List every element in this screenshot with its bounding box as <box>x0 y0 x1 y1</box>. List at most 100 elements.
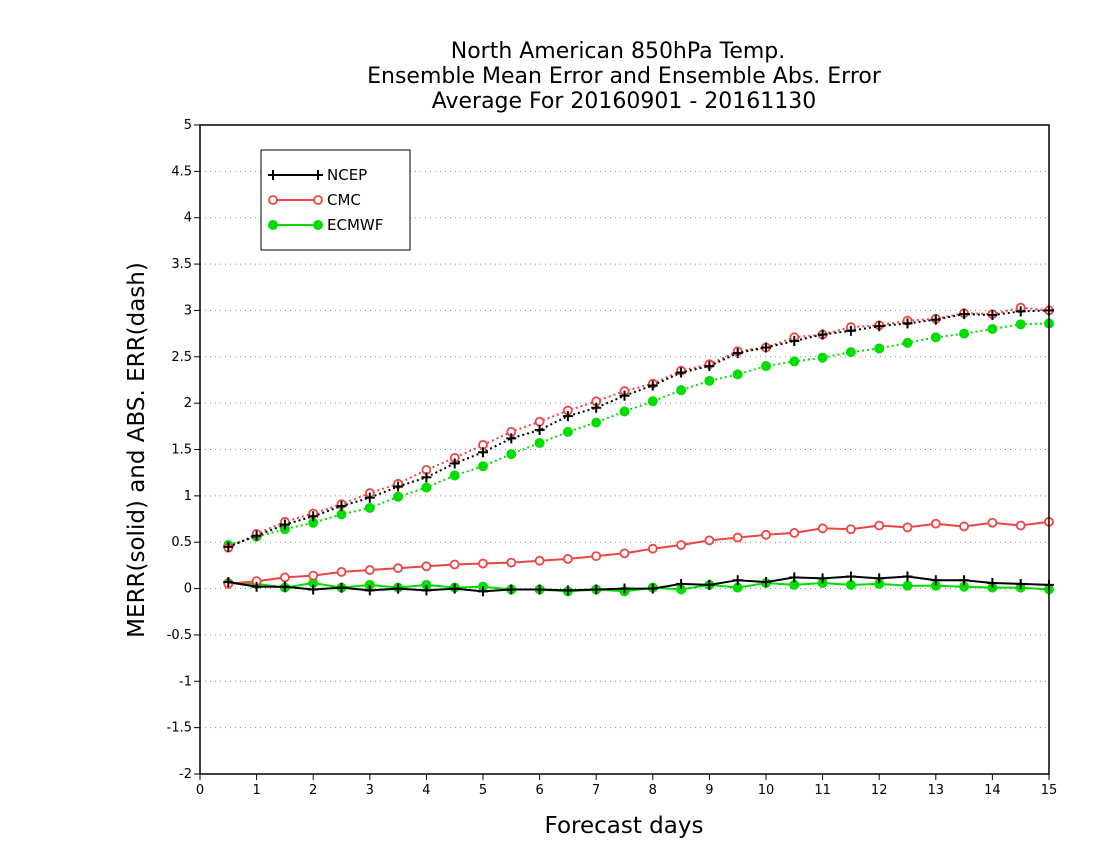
cmc-merr-point <box>563 554 573 564</box>
x-tick-label: 13 <box>928 783 945 798</box>
y-tick-label: 3.5 <box>171 257 192 272</box>
ncep-abs-err-point <box>789 336 800 347</box>
ncep-merr-point <box>676 578 687 589</box>
x-tick-label: 11 <box>814 783 831 798</box>
ncep-merr-point <box>619 583 630 594</box>
x-tick-label: 9 <box>705 783 713 798</box>
ncep-abs-err-point <box>845 325 856 336</box>
y-tick-label: 0 <box>184 582 192 597</box>
cmc-merr-point <box>761 529 771 540</box>
y-tick-label: 4 <box>184 211 192 226</box>
ncep-merr-point <box>874 573 885 584</box>
ncep-abs-err-point <box>506 433 517 444</box>
ncep-merr-line <box>228 575 1050 593</box>
legend: NCEP CMC ECMWF <box>260 149 411 251</box>
y-tick-label: 2.5 <box>171 350 192 365</box>
x-tick-label: 7 <box>592 783 600 798</box>
legend-ecmwf-marker <box>313 220 323 230</box>
ecmwf-merr-line <box>228 581 1050 593</box>
title-line-2: Ensemble Mean Error and Ensemble Abs. Er… <box>367 64 882 89</box>
ncep-merr-point <box>336 582 347 593</box>
cmc-merr-point <box>449 559 460 570</box>
y-tick-label: -1 <box>179 674 192 689</box>
ecmwf-abs-err-point <box>930 332 941 343</box>
ncep-merr-point <box>959 575 970 586</box>
y-tick-label: -1.5 <box>167 721 192 736</box>
x-tick-label: 12 <box>871 783 888 798</box>
ncep-abs-err-point <box>704 361 715 372</box>
x-axis-label: Forecast days <box>545 813 704 839</box>
y-axis-label: MERR(solid) and ABS. ERR(dash) <box>124 262 150 638</box>
y-tick-label: 1 <box>184 489 192 504</box>
cmc-merr-point <box>732 532 743 543</box>
ecmwf-merr-point <box>845 579 856 590</box>
ecmwf-abs-err-point <box>874 343 885 354</box>
legend-cmc-label: CMC <box>327 191 361 209</box>
ncep-abs-err-point <box>959 309 970 320</box>
cmc-merr-point <box>647 543 658 554</box>
ncep-merr-point <box>251 581 262 592</box>
ncep-abs-err-point <box>874 321 885 332</box>
ncep-merr-point <box>902 571 913 582</box>
ecmwf-abs-err-point <box>1015 319 1026 330</box>
ncep-abs-err-point <box>308 511 319 522</box>
ncep-merr-point <box>393 583 404 594</box>
cmc-merr-point <box>534 555 545 566</box>
ncep-merr-point <box>478 586 488 597</box>
ncep-abs-err-point <box>761 342 771 353</box>
y-tick-label: 2 <box>184 396 192 411</box>
x-tick-label: 2 <box>309 783 317 798</box>
ecmwf-abs-err-point <box>534 438 545 449</box>
cmc-merr-point <box>591 551 602 562</box>
cmc-abs-err-line <box>227 306 1050 549</box>
y-tick-label: 3 <box>184 303 192 318</box>
x-tick-label: 3 <box>366 783 374 798</box>
cmc-merr-point <box>676 540 686 550</box>
y-tick-label: 4.5 <box>171 164 192 179</box>
cmc-merr-point <box>704 535 715 546</box>
ncep-abs-err-line <box>227 309 1050 548</box>
legend-ecmwf-marker <box>268 220 278 230</box>
cmc-merr-point <box>478 558 488 569</box>
ncep-abs-err-point <box>902 318 913 329</box>
ncep-abs-err-point <box>364 492 375 503</box>
legend-cmc-marker <box>313 195 323 205</box>
ncep-merr-point <box>732 575 743 586</box>
ncep-merr-point <box>279 581 290 592</box>
ncep-abs-err-point <box>619 390 630 401</box>
cmc-merr-point <box>308 570 319 581</box>
x-tick-label: 1 <box>252 783 260 798</box>
cmc-merr-point <box>506 557 517 568</box>
y-tick-label: 1.5 <box>171 443 192 458</box>
ecmwf-abs-err-point <box>336 509 347 520</box>
chart-title: North American 850hPa Temp. Ensemble Mea… <box>367 39 882 114</box>
ncep-abs-err-point <box>647 380 658 391</box>
ecmwf-merr-point <box>902 580 913 591</box>
ncep-merr-point <box>308 584 319 595</box>
title-line-1: North American 850hPa Temp. <box>451 39 786 64</box>
cmc-merr-point <box>1015 520 1026 531</box>
ecmwf-abs-err-point <box>987 323 998 334</box>
ecmwf-abs-err-point <box>959 328 970 339</box>
ecmwf-abs-err-point <box>506 449 517 460</box>
ncep-abs-err-point <box>393 481 404 492</box>
cmc-merr-point <box>874 520 885 531</box>
cmc-merr-point <box>619 548 630 559</box>
cmc-merr-point <box>930 518 941 529</box>
x-tick-label: 6 <box>535 783 543 798</box>
ncep-merr-point <box>223 577 234 588</box>
x-tick-label: 15 <box>1041 783 1058 798</box>
legend-ecmwf-label: ECMWF <box>327 216 383 234</box>
legend-ncep-label: NCEP <box>327 166 367 184</box>
ncep-abs-err-point <box>987 310 998 321</box>
gridlines <box>200 170 1049 729</box>
y-tick-label: -0.5 <box>167 628 192 643</box>
ecmwf-abs-err-point <box>761 361 771 372</box>
ncep-merr-point <box>845 571 856 582</box>
series-layer <box>223 302 1054 597</box>
ncep-abs-err-point <box>223 541 234 552</box>
ecmwf-abs-err-point <box>619 406 630 417</box>
ncep-abs-err-point <box>676 367 687 378</box>
ncep-merr-point <box>506 584 517 595</box>
